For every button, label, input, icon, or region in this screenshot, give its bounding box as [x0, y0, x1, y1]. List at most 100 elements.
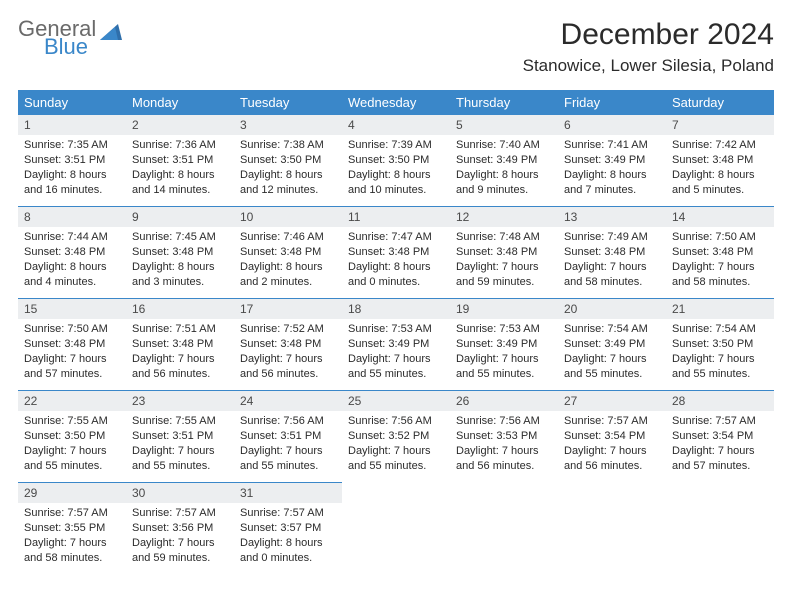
- calendar-cell: 14Sunrise: 7:50 AMSunset: 3:48 PMDayligh…: [666, 206, 774, 298]
- calendar-head: SundayMondayTuesdayWednesdayThursdayFrid…: [18, 90, 774, 114]
- calendar-cell: 30Sunrise: 7:57 AMSunset: 3:56 PMDayligh…: [126, 482, 234, 574]
- header-right: December 2024 Stanowice, Lower Silesia, …: [523, 18, 774, 76]
- calendar-cell: 6Sunrise: 7:41 AMSunset: 3:49 PMDaylight…: [558, 114, 666, 206]
- day-line: Sunrise: 7:47 AM: [348, 230, 444, 245]
- day-line: Sunset: 3:55 PM: [24, 521, 120, 536]
- day-details: Sunrise: 7:46 AMSunset: 3:48 PMDaylight:…: [234, 227, 342, 293]
- day-number: 27: [558, 390, 666, 411]
- day-line: Sunrise: 7:45 AM: [132, 230, 228, 245]
- day-details: Sunrise: 7:50 AMSunset: 3:48 PMDaylight:…: [18, 319, 126, 385]
- day-line: Sunset: 3:51 PM: [132, 429, 228, 444]
- day-details: Sunrise: 7:56 AMSunset: 3:53 PMDaylight:…: [450, 411, 558, 477]
- day-line: Daylight: 7 hours: [24, 536, 120, 551]
- day-line: Daylight: 7 hours: [672, 444, 768, 459]
- day-line: and 5 minutes.: [672, 183, 768, 198]
- day-line: Daylight: 7 hours: [456, 260, 552, 275]
- day-line: Daylight: 7 hours: [240, 444, 336, 459]
- day-line: Sunset: 3:48 PM: [456, 245, 552, 260]
- day-line: Sunrise: 7:55 AM: [24, 414, 120, 429]
- calendar-cell: 11Sunrise: 7:47 AMSunset: 3:48 PMDayligh…: [342, 206, 450, 298]
- weekday-header: Sunday: [18, 90, 126, 114]
- day-line: Daylight: 8 hours: [24, 168, 120, 183]
- calendar-cell: 17Sunrise: 7:52 AMSunset: 3:48 PMDayligh…: [234, 298, 342, 390]
- day-line: Daylight: 7 hours: [564, 260, 660, 275]
- day-line: Sunset: 3:48 PM: [132, 337, 228, 352]
- day-line: Daylight: 8 hours: [240, 536, 336, 551]
- day-line: Daylight: 7 hours: [348, 352, 444, 367]
- header: General Blue December 2024 Stanowice, Lo…: [18, 18, 774, 76]
- day-details: Sunrise: 7:55 AMSunset: 3:51 PMDaylight:…: [126, 411, 234, 477]
- day-line: Sunset: 3:48 PM: [348, 245, 444, 260]
- day-number: 22: [18, 390, 126, 411]
- day-line: Sunrise: 7:51 AM: [132, 322, 228, 337]
- day-line: Sunrise: 7:42 AM: [672, 138, 768, 153]
- day-line: Sunset: 3:48 PM: [240, 337, 336, 352]
- day-line: and 55 minutes.: [240, 459, 336, 474]
- day-line: Sunset: 3:48 PM: [24, 245, 120, 260]
- weekday-header: Thursday: [450, 90, 558, 114]
- day-number: 10: [234, 206, 342, 227]
- day-line: Sunrise: 7:57 AM: [564, 414, 660, 429]
- day-details: Sunrise: 7:49 AMSunset: 3:48 PMDaylight:…: [558, 227, 666, 293]
- calendar-cell: 9Sunrise: 7:45 AMSunset: 3:48 PMDaylight…: [126, 206, 234, 298]
- day-number: 31: [234, 482, 342, 503]
- calendar-cell: 18Sunrise: 7:53 AMSunset: 3:49 PMDayligh…: [342, 298, 450, 390]
- day-line: Sunrise: 7:55 AM: [132, 414, 228, 429]
- calendar-cell: 5Sunrise: 7:40 AMSunset: 3:49 PMDaylight…: [450, 114, 558, 206]
- day-line: Sunrise: 7:57 AM: [672, 414, 768, 429]
- day-details: Sunrise: 7:40 AMSunset: 3:49 PMDaylight:…: [450, 135, 558, 201]
- brand-logo: General Blue: [18, 18, 122, 58]
- day-line: and 55 minutes.: [348, 367, 444, 382]
- calendar-cell: 26Sunrise: 7:56 AMSunset: 3:53 PMDayligh…: [450, 390, 558, 482]
- day-number: 4: [342, 114, 450, 135]
- day-number: 14: [666, 206, 774, 227]
- day-line: and 56 minutes.: [456, 459, 552, 474]
- day-line: and 7 minutes.: [564, 183, 660, 198]
- day-line: Daylight: 7 hours: [240, 352, 336, 367]
- day-line: Daylight: 8 hours: [564, 168, 660, 183]
- calendar-cell: 29Sunrise: 7:57 AMSunset: 3:55 PMDayligh…: [18, 482, 126, 574]
- day-line: and 57 minutes.: [672, 459, 768, 474]
- day-details: Sunrise: 7:50 AMSunset: 3:48 PMDaylight:…: [666, 227, 774, 293]
- day-details: Sunrise: 7:56 AMSunset: 3:51 PMDaylight:…: [234, 411, 342, 477]
- day-line: and 59 minutes.: [132, 551, 228, 566]
- day-line: Daylight: 8 hours: [24, 260, 120, 275]
- day-number: 6: [558, 114, 666, 135]
- day-number: 20: [558, 298, 666, 319]
- day-line: and 3 minutes.: [132, 275, 228, 290]
- page-title: December 2024: [523, 18, 774, 52]
- day-line: Daylight: 7 hours: [132, 352, 228, 367]
- calendar-cell: 24Sunrise: 7:56 AMSunset: 3:51 PMDayligh…: [234, 390, 342, 482]
- day-number: 18: [342, 298, 450, 319]
- calendar-row: 29Sunrise: 7:57 AMSunset: 3:55 PMDayligh…: [18, 482, 774, 574]
- day-number: 24: [234, 390, 342, 411]
- day-line: Sunrise: 7:44 AM: [24, 230, 120, 245]
- day-line: and 2 minutes.: [240, 275, 336, 290]
- day-number: 2: [126, 114, 234, 135]
- brand-line2: Blue: [44, 36, 122, 58]
- calendar-cell: 2Sunrise: 7:36 AMSunset: 3:51 PMDaylight…: [126, 114, 234, 206]
- day-number: 15: [18, 298, 126, 319]
- day-details: Sunrise: 7:57 AMSunset: 3:57 PMDaylight:…: [234, 503, 342, 569]
- calendar-cell: 19Sunrise: 7:53 AMSunset: 3:49 PMDayligh…: [450, 298, 558, 390]
- day-number: 26: [450, 390, 558, 411]
- day-number: 28: [666, 390, 774, 411]
- day-line: Daylight: 8 hours: [348, 260, 444, 275]
- day-line: Daylight: 8 hours: [132, 168, 228, 183]
- calendar-row: 8Sunrise: 7:44 AMSunset: 3:48 PMDaylight…: [18, 206, 774, 298]
- day-line: Sunrise: 7:41 AM: [564, 138, 660, 153]
- day-line: Sunset: 3:57 PM: [240, 521, 336, 536]
- day-line: Daylight: 7 hours: [132, 536, 228, 551]
- calendar-cell: 20Sunrise: 7:54 AMSunset: 3:49 PMDayligh…: [558, 298, 666, 390]
- day-line: and 16 minutes.: [24, 183, 120, 198]
- day-line: and 57 minutes.: [24, 367, 120, 382]
- day-number: 17: [234, 298, 342, 319]
- day-line: Sunset: 3:48 PM: [672, 245, 768, 260]
- day-line: Sunset: 3:49 PM: [564, 337, 660, 352]
- day-number: 1: [18, 114, 126, 135]
- day-number: 3: [234, 114, 342, 135]
- day-line: Daylight: 8 hours: [456, 168, 552, 183]
- day-number: 8: [18, 206, 126, 227]
- day-line: Sunset: 3:52 PM: [348, 429, 444, 444]
- day-details: Sunrise: 7:57 AMSunset: 3:55 PMDaylight:…: [18, 503, 126, 569]
